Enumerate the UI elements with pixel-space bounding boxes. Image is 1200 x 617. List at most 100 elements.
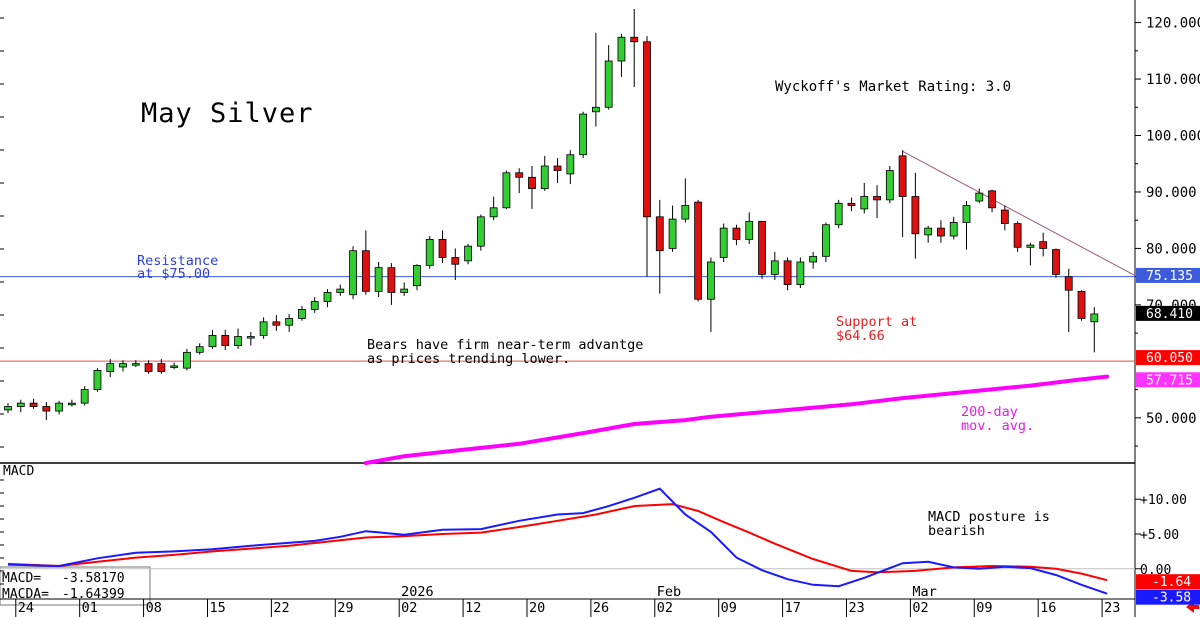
price-tag [1136,305,1200,321]
price-axis-label: 100.000 [1146,129,1200,145]
date-tick-label: 02 [401,600,417,616]
candle-body-up [1026,244,1035,248]
candle-body-down [655,216,664,252]
candle-body-up [131,363,140,366]
candle [924,225,933,243]
candle-body-down [1039,241,1048,249]
candle-body-up [707,261,715,300]
candle [234,328,242,349]
candle [106,359,115,378]
price-tag-label: 75.135 [1146,269,1193,284]
candle [4,403,12,414]
candle-body-down [221,334,230,346]
candle [847,197,856,212]
candle-body-up [822,224,830,257]
candle [400,282,409,296]
candle-body-down [1000,209,1009,224]
candle-body-up [323,292,332,302]
candle-body-up [464,245,472,262]
candle [310,296,319,313]
candle-body-up [259,321,268,336]
candle-body-up [80,389,89,404]
candle [681,178,690,223]
macd-series-line [7,487,1108,595]
candle [962,201,971,250]
macd-tag-label: -1.64 [1152,575,1191,590]
candle-body-up [975,192,984,202]
date-tick-label: 01 [82,600,98,616]
candle [208,329,217,349]
candle [655,199,664,294]
macd-annotation: bearish [928,523,985,539]
candle-body-down [29,402,38,407]
candle-body-up [413,264,421,287]
candle-body-up [208,334,217,348]
candle-body-up [770,260,779,275]
date-tick-label: 20 [529,600,545,616]
candle-body-up [336,288,345,293]
candle [489,196,498,221]
candle-body-up [310,301,319,310]
candle [834,199,843,229]
candle-body-down [144,363,153,372]
candle-body-up [476,216,485,247]
candle [707,257,715,333]
candle-body-up [681,205,690,220]
candle [55,400,64,415]
candle-body-down [272,321,281,326]
candle-body-down [387,267,396,293]
candle [515,168,524,194]
candle [528,166,536,209]
candle-body-up [4,406,12,411]
annotation-bears: as prices trending lower. [367,351,570,367]
candle-body-down [873,196,881,201]
candle [221,329,230,351]
candle-body-down [438,239,447,258]
month-label: Mar [912,584,936,600]
candle-body-down [528,176,536,189]
candle [873,185,881,218]
candle-body-up [195,346,204,353]
candle [783,257,792,291]
candle-body-up [16,402,25,407]
candle-body-up [566,154,575,175]
back-arrow-icon[interactable] [1186,601,1199,613]
candle [374,261,383,297]
annotation-ma: mov. avg. [961,418,1034,434]
annotation-bears: Bears have firm near-term advantge [367,337,643,353]
candle-body-up [885,170,894,201]
candle [694,199,703,302]
candle [42,402,51,421]
candle [413,264,421,291]
candle [822,222,830,262]
annotation-support: $64.66 [836,328,885,344]
candle-body-down [157,363,166,372]
candle-body-up [400,288,409,293]
candle-body-down [1064,276,1073,291]
price-tag [1136,267,1200,283]
candle [1000,205,1009,231]
date-tick-label: 23 [1104,600,1120,616]
candle [285,313,294,333]
candle-body-down [783,260,792,285]
candle [438,230,447,264]
candle [911,172,920,259]
date-tick-label: 22 [273,600,289,616]
candle [617,33,626,77]
price-tag-label: 60.050 [1146,351,1193,366]
candle-body-up [591,106,600,113]
candle-body-up [93,369,102,390]
candle [643,36,651,277]
candle-body-down [937,227,945,237]
candle [144,360,153,374]
candle [68,399,76,407]
candle-body-down [847,202,856,206]
date-tick-label: 24 [18,600,34,616]
candle-body-down [630,36,639,43]
month-label: Feb [657,584,681,600]
candle [885,166,894,204]
candle [119,360,127,372]
candle-body-up [183,351,191,369]
price-axis-label: 110.000 [1146,72,1200,88]
